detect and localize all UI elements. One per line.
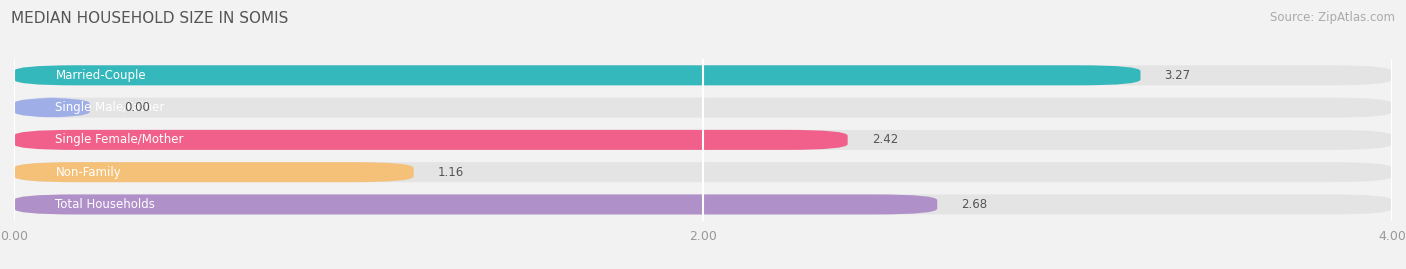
FancyBboxPatch shape — [14, 98, 1392, 118]
FancyBboxPatch shape — [14, 130, 848, 150]
Text: 3.27: 3.27 — [1164, 69, 1191, 82]
Text: MEDIAN HOUSEHOLD SIZE IN SOMIS: MEDIAN HOUSEHOLD SIZE IN SOMIS — [11, 11, 288, 26]
FancyBboxPatch shape — [14, 162, 413, 182]
FancyBboxPatch shape — [14, 130, 1392, 150]
Text: 0.00: 0.00 — [124, 101, 150, 114]
Text: 2.42: 2.42 — [872, 133, 898, 146]
Text: Married-Couple: Married-Couple — [55, 69, 146, 82]
Text: Source: ZipAtlas.com: Source: ZipAtlas.com — [1270, 11, 1395, 24]
FancyBboxPatch shape — [14, 98, 90, 118]
Text: 1.16: 1.16 — [437, 166, 464, 179]
FancyBboxPatch shape — [14, 65, 1140, 85]
Text: Non-Family: Non-Family — [55, 166, 121, 179]
Text: Single Female/Mother: Single Female/Mother — [55, 133, 184, 146]
FancyBboxPatch shape — [14, 194, 1392, 214]
Text: Single Male/Father: Single Male/Father — [55, 101, 165, 114]
Text: Total Households: Total Households — [55, 198, 155, 211]
FancyBboxPatch shape — [14, 162, 1392, 182]
FancyBboxPatch shape — [14, 65, 1392, 85]
FancyBboxPatch shape — [14, 194, 938, 214]
Text: 2.68: 2.68 — [962, 198, 987, 211]
